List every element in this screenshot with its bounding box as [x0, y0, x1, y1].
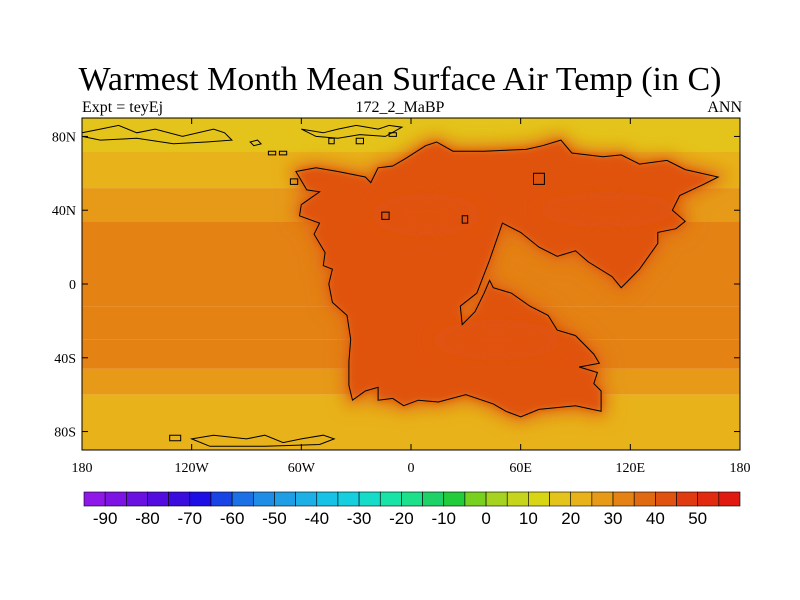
colorbar-label: 40	[646, 509, 665, 528]
colorbar-box	[401, 491, 423, 507]
colorbar-label: -90	[93, 509, 118, 528]
colorbar-box	[612, 491, 635, 507]
colorbar-box	[443, 491, 466, 507]
interior-hot-spot	[431, 319, 562, 360]
lon-tick-label: 120W	[175, 461, 210, 476]
colorbar: -90 -80 -70 -60 -50 -40 -30 -20 -10 0 10 20 30 40 50	[83, 491, 741, 528]
colorbar-box	[168, 491, 191, 507]
colorbar-box	[379, 491, 402, 507]
colorbar-box	[549, 491, 572, 507]
colorbar-label: -10	[431, 509, 456, 528]
colorbar-box	[422, 491, 445, 507]
lon-tick-label: 120E	[616, 461, 646, 476]
colorbar-label: 20	[561, 509, 580, 528]
period-label: 172_2_MaBP	[355, 99, 445, 116]
island-coastline	[388, 132, 397, 137]
colorbar-box	[274, 491, 296, 507]
colorbar-label: -30	[347, 509, 372, 528]
colorbar-box	[147, 491, 169, 507]
colorbar-box	[570, 491, 593, 507]
colorbar-box	[83, 491, 106, 507]
colorbar-box	[464, 491, 487, 507]
island-coastline	[533, 172, 545, 185]
lon-tick-label: 60E	[509, 461, 532, 476]
colorbar-box	[252, 491, 275, 507]
island-coastline	[355, 137, 364, 145]
interior-hot-spot	[371, 192, 482, 237]
colorbar-label: -50	[262, 509, 287, 528]
lon-tick-label: 180	[730, 461, 751, 476]
lat-tick-label: 80N	[52, 130, 76, 145]
coastline-outlines	[82, 124, 720, 447]
lon-tick-label: 180	[72, 461, 93, 476]
colorbar-box	[316, 491, 339, 507]
island-coastline	[169, 434, 182, 442]
colorbar-label: 30	[604, 509, 623, 528]
colorbar-box	[633, 491, 656, 507]
island-coastline	[278, 150, 288, 156]
island-coastline	[189, 434, 336, 447]
lat-tick-label: 40N	[52, 204, 76, 219]
colorbar-box	[506, 491, 529, 507]
colorbar-box	[676, 491, 698, 507]
season-label: ANN	[707, 99, 742, 116]
lon-tick-label: 60W	[288, 461, 316, 476]
lat-tick-label: 80S	[54, 426, 76, 441]
interior-hot-spot	[536, 191, 677, 228]
island-coastline	[82, 124, 234, 145]
colorbar-box	[655, 491, 677, 507]
colorbar-box	[126, 491, 148, 507]
map-axes: 180 120W 60W 0 60E 120E 180 80N 40N 0 40S 80S	[52, 118, 751, 476]
island-coastline	[289, 178, 299, 185]
colorbar-label: -60	[220, 509, 245, 528]
colorbar-box	[528, 491, 550, 507]
lat-tick-label: 40S	[54, 352, 76, 367]
colorbar-label: 50	[688, 509, 707, 528]
colorbar-box	[697, 491, 720, 507]
lat-tick-label: 0	[69, 278, 76, 293]
island-coastline	[461, 215, 469, 224]
colorbar-box	[104, 491, 127, 507]
colorbar-box	[358, 491, 381, 507]
colorbar-label: 10	[519, 509, 538, 528]
island-coastline	[249, 139, 263, 147]
colorbar-box	[210, 491, 233, 507]
colorbar-label: -40	[304, 509, 329, 528]
colorbar-label: -80	[135, 509, 160, 528]
colorbar-box	[337, 491, 360, 507]
colorbar-label: 0	[481, 509, 490, 528]
temperature-field	[82, 118, 740, 450]
island-coastline	[381, 211, 390, 220]
colorbar-box	[485, 491, 508, 507]
supercontinent-coastline	[295, 139, 720, 418]
colorbar-label: -70	[178, 509, 203, 528]
island-coastline	[328, 137, 335, 145]
experiment-label: Expt = teyEj	[82, 99, 164, 116]
colorbar-box	[295, 491, 318, 507]
island-coastline	[267, 150, 277, 156]
colorbar-box	[231, 491, 254, 507]
chart-title: Warmest Month Mean Surface Air Temp (in …	[78, 61, 722, 98]
colorbar-box	[189, 491, 212, 507]
colorbar-box	[718, 491, 741, 507]
colorbar-box	[591, 491, 614, 507]
colorbar-label: -20	[389, 509, 414, 528]
lon-tick-label: 0	[408, 461, 415, 476]
